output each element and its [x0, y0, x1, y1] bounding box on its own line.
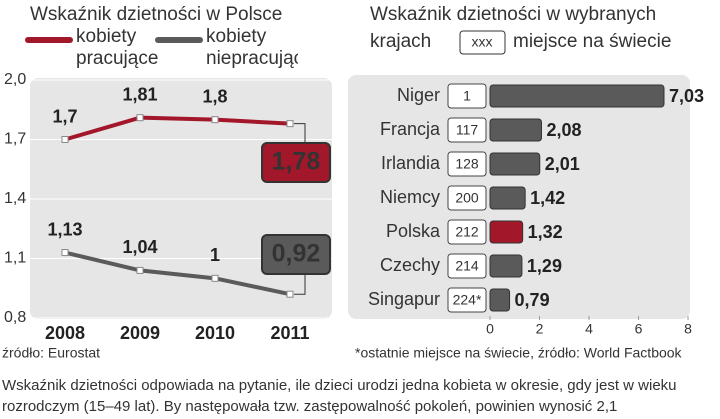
value-label: 1,8	[202, 86, 227, 106]
y-tick-label: 1,1	[4, 250, 26, 267]
rank-box	[447, 117, 487, 143]
point	[286, 290, 294, 298]
point	[61, 136, 69, 143]
point	[136, 266, 144, 274]
rank-box	[447, 253, 487, 279]
value-label: 1,78	[272, 148, 321, 176]
rank-label: 117	[456, 122, 479, 138]
x-tick-label: 2010	[195, 323, 235, 343]
value-label: 1,32	[528, 222, 563, 242]
point	[211, 116, 219, 124]
rank-label: 128	[455, 156, 479, 172]
bar	[489, 118, 542, 142]
legend-label: miejsce na świecie	[513, 31, 671, 52]
series-line	[64, 250, 291, 297]
bar	[489, 288, 511, 312]
rank-label: 212	[455, 224, 479, 240]
source: *ostatnie miejsce na świecie, źródło: Wo…	[355, 345, 683, 361]
category-label: Irlandia	[381, 153, 441, 173]
category-label: Czechy	[380, 255, 440, 275]
legend-label: kobiety niepracujące	[206, 26, 298, 69]
x-tick-label: 4	[585, 321, 593, 337]
value-label: 1,29	[527, 256, 562, 276]
value-label: 7,03	[669, 86, 704, 106]
series-line	[64, 115, 291, 142]
bar	[489, 254, 523, 278]
value-box	[261, 234, 331, 275]
category-label: Francja	[380, 119, 441, 139]
rank-label: 214	[455, 258, 479, 274]
rank-box	[447, 185, 487, 211]
value-label: 1,81	[122, 84, 157, 104]
category-label: Singapur	[368, 289, 440, 309]
value-box	[261, 142, 331, 183]
rank-box	[447, 83, 487, 109]
caption: rozrodczym (15–49 lat). By następowała t…	[2, 398, 617, 415]
legend-key-text: xxx	[472, 34, 493, 50]
category-label: Niger	[397, 85, 440, 105]
value-label: 1,04	[122, 237, 157, 257]
rank-label: 224*	[453, 292, 482, 308]
source: źródło: Eurostat	[2, 345, 100, 361]
legend-key	[459, 30, 506, 55]
y-tick-label: 0,8	[4, 309, 26, 326]
value-label: 2,08	[546, 120, 581, 140]
point	[211, 274, 219, 282]
value-label: 0,79	[515, 290, 550, 310]
legend-item: kobiety pracujące	[76, 26, 159, 69]
chart-title: krajach	[370, 31, 431, 52]
category-label: Polska	[386, 221, 441, 241]
y-tick-label: 2,0	[4, 71, 26, 88]
y-tick-label: 1,4	[4, 190, 26, 207]
rank-box	[447, 151, 487, 177]
value-label: 1	[210, 245, 220, 265]
y-tick-label: 1,7	[4, 131, 26, 148]
legend-item: kobiety niepracujące	[206, 26, 298, 69]
value-label: 0,92	[272, 240, 321, 268]
legend-label: kobiety pracujące	[76, 26, 159, 69]
rank-box	[447, 287, 487, 313]
category-label: Niemcy	[380, 187, 440, 207]
x-tick-label: 8	[684, 321, 692, 337]
rank-label: 1	[463, 88, 471, 104]
chart-title: Wskaźnik dzietności w wybranych	[370, 4, 656, 25]
value-label: 1,42	[530, 188, 565, 208]
x-tick-label: 2011	[270, 323, 309, 343]
bar	[489, 220, 524, 244]
point	[61, 249, 69, 257]
connector	[294, 123, 306, 143]
value-label: 2,01	[545, 154, 580, 174]
bar	[489, 84, 665, 108]
bar	[489, 152, 541, 176]
bar	[489, 186, 526, 210]
x-tick-label: 6	[635, 321, 643, 337]
rank-box	[447, 219, 487, 245]
x-tick-label: 0	[486, 321, 494, 337]
chart-title: Wskaźnik dzietności w Polsce	[30, 4, 282, 25]
x-tick-label: 2008	[45, 323, 85, 343]
value-label: 1,7	[52, 106, 77, 126]
value-label: 1,13	[47, 219, 82, 239]
x-tick-label: 2009	[120, 323, 160, 343]
rank-label: 200	[455, 190, 479, 206]
point	[286, 120, 294, 128]
point	[136, 114, 144, 122]
caption: Wskaźnik dzietności odpowiada na pytanie…	[2, 377, 677, 394]
x-tick-label: 2	[536, 321, 544, 337]
